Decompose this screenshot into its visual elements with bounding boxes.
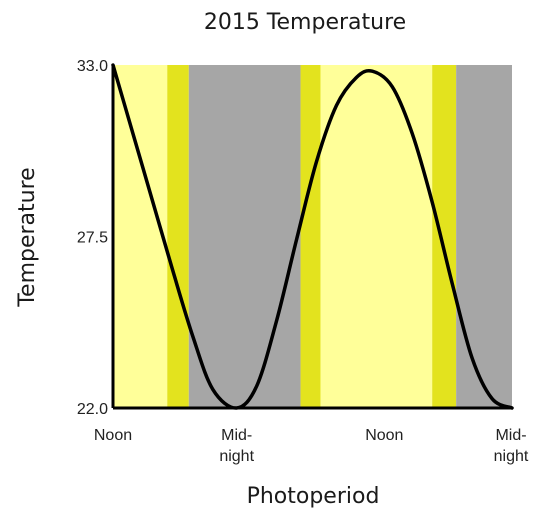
x-tick-label-1: Mid-night	[219, 427, 254, 465]
band-twilight-3	[300, 65, 321, 408]
series-layer	[111, 63, 514, 410]
band-night-6	[456, 65, 512, 408]
y-tick-label-2: 22.0	[77, 401, 108, 418]
y-tick-label-0: 33.0	[77, 58, 108, 75]
series-line-0	[111, 63, 514, 410]
x-axis-title: Photoperiod	[247, 484, 380, 509]
axes	[111, 65, 512, 410]
band-day-4	[320, 65, 433, 408]
band-night-2	[188, 65, 301, 408]
band-day-0	[113, 65, 168, 408]
band-twilight-5	[432, 65, 457, 408]
chart-title: 2015 Temperature	[204, 10, 406, 35]
photoperiod-bands	[113, 65, 512, 408]
band-twilight-1	[167, 65, 189, 408]
x-tick-label-2: Noon	[365, 427, 403, 444]
x-tick-label-3: Mid-night	[494, 427, 529, 465]
x-tick-labels: Noon Mid-night Noon Mid-night	[94, 427, 529, 465]
y-tick-labels: 33.0 27.5 22.0	[77, 58, 108, 418]
y-tick-label-1: 27.5	[77, 230, 108, 247]
x-tick-label-0: Noon	[94, 427, 132, 444]
y-axis-title: Temperature	[15, 167, 40, 307]
